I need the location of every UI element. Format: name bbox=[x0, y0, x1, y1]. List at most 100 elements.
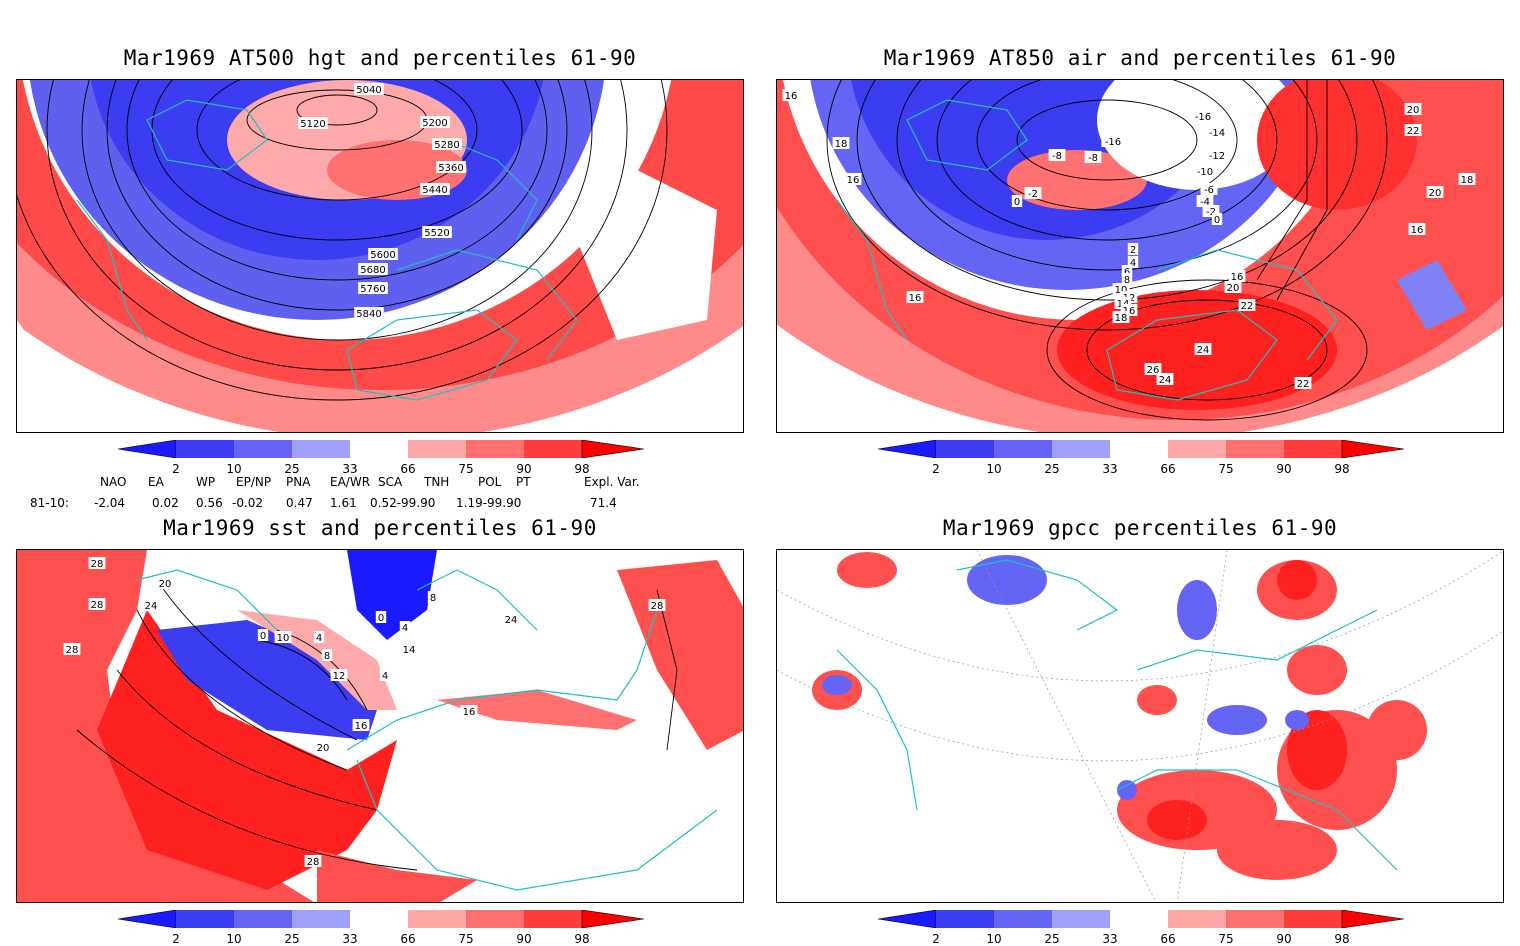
colorbar-tick-label: 75 bbox=[1218, 462, 1234, 476]
teleconnection-table: NAO EA WP EP/NP PNA EA/WR SCA TNH POL PT Expl. Var… bbox=[0, 475, 760, 515]
panel-title-at500: Mar1969 AT500 hgt and percentiles 61-90 bbox=[123, 46, 637, 70]
colorbar-tick-label: 2 bbox=[172, 932, 180, 946]
contour-label-bg bbox=[782, 89, 800, 101]
colorbar-tick-label: 98 bbox=[574, 932, 590, 946]
contour-label-bg bbox=[354, 307, 384, 319]
contour-label-bg bbox=[422, 226, 452, 238]
contour-label: -8 bbox=[1088, 153, 1098, 164]
map-at850-graphic: 161816-16-14-12-10-8-6-4-20-202468101214… bbox=[777, 80, 1503, 432]
teleconnection-header: PT bbox=[516, 475, 531, 489]
contour-label-bg bbox=[1426, 186, 1444, 198]
contour-label: -12 bbox=[1209, 151, 1225, 162]
contour-label: 5520 bbox=[424, 228, 449, 239]
contour-label: -16 bbox=[1105, 137, 1121, 148]
contour-label: 4 bbox=[316, 633, 322, 644]
teleconnection-value: 71.4 bbox=[590, 496, 617, 510]
contour-label-bg bbox=[1224, 281, 1242, 293]
teleconnection-value: -0.02 bbox=[232, 496, 264, 510]
colorbar-tick-label: 90 bbox=[1276, 462, 1292, 476]
contour-label: -6 bbox=[1204, 185, 1214, 196]
map-panel-at500: 5040 5120 5200 5280 5360 5440 5520 5600 5680 5760… bbox=[16, 79, 744, 433]
contour-label: 8 bbox=[430, 593, 436, 604]
teleconnection-value: 0.52-99.90 bbox=[370, 496, 436, 510]
teleconnection-value: -2.04 bbox=[94, 496, 126, 510]
contour-label: 4 bbox=[382, 671, 388, 682]
colorbar-swatch bbox=[1168, 440, 1226, 458]
contour-label-bg bbox=[354, 83, 384, 95]
colorbar-tick-label: 10 bbox=[226, 462, 242, 476]
contour-label-bg bbox=[1048, 149, 1066, 161]
colorbar-arrow-low bbox=[117, 909, 177, 929]
colorbar-tick-label: 75 bbox=[458, 932, 474, 946]
contour-label-bg bbox=[1144, 363, 1162, 375]
contour-label-bg bbox=[1404, 103, 1422, 115]
contour-label-bg bbox=[352, 719, 370, 731]
contour-label: 18 bbox=[1461, 175, 1474, 186]
colorbar-bottom-left: 2 10 25 33 66 75 90 98 bbox=[117, 909, 645, 946]
contour-label: 20 bbox=[1407, 105, 1420, 116]
colorbar-tick-label: 90 bbox=[516, 932, 532, 946]
contour-label: 5760 bbox=[360, 284, 385, 295]
contour-label-bg bbox=[1121, 265, 1133, 277]
colorbar-swatch bbox=[936, 440, 994, 458]
colorbar-top-right: 2 10 25 33 66 75 90 98 bbox=[877, 439, 1405, 476]
contour-label-bg bbox=[1194, 343, 1212, 355]
contour-label: 5680 bbox=[360, 265, 385, 276]
contour-label: 20 bbox=[1429, 188, 1442, 199]
colorbar-swatch bbox=[350, 910, 408, 928]
contour-label: 24 bbox=[1159, 375, 1172, 386]
contour-label-bg bbox=[400, 643, 418, 655]
contour-label: 5360 bbox=[438, 163, 463, 174]
contour-label-bg bbox=[1112, 311, 1130, 323]
contour-label-bg bbox=[1294, 377, 1312, 389]
teleconnection-header: SCA bbox=[378, 475, 403, 489]
contour-label: 22 bbox=[1407, 126, 1420, 137]
colorbar-swatch bbox=[1110, 440, 1168, 458]
map-panel-sst: 28 28 28 24 20 0 10 4 8 12 16 20 0 4 8 4 14 16 28 24 28 bbox=[16, 549, 744, 903]
contour-label: 16 bbox=[847, 175, 860, 186]
contour-label-bg bbox=[88, 557, 106, 569]
colorbar-tick-label: 66 bbox=[400, 932, 416, 946]
colorbar-tick-label: 98 bbox=[1334, 932, 1350, 946]
colorbar-tick-label: 33 bbox=[342, 462, 358, 476]
teleconnection-value: 1.19-99.90 bbox=[456, 496, 522, 510]
colorbar-swatch bbox=[1284, 910, 1342, 928]
colorbar-arrow-low bbox=[877, 909, 937, 929]
colorbar-swatch bbox=[524, 440, 582, 458]
contour-label: 22 bbox=[1241, 301, 1254, 312]
colorbar-arrow-high bbox=[581, 909, 645, 929]
teleconnection-value: 0.47 bbox=[286, 496, 313, 510]
teleconnection-header: Expl. Var. bbox=[584, 475, 640, 489]
colorbar-swatch bbox=[292, 440, 350, 458]
contour-label-bg bbox=[321, 649, 333, 661]
teleconnection-row-label: 81-10: bbox=[30, 496, 69, 510]
contour-label-bg bbox=[502, 613, 520, 625]
contour-label-bg bbox=[420, 183, 450, 195]
colorbar-tick-label: 75 bbox=[458, 462, 474, 476]
contour-label: 5840 bbox=[356, 309, 381, 320]
contour-label-bg bbox=[1458, 173, 1476, 185]
contour-label: 28 bbox=[91, 559, 104, 570]
contour-label: 28 bbox=[91, 600, 104, 611]
colorbar-bottom-right-graphic bbox=[877, 909, 1405, 929]
teleconnection-header: WP bbox=[196, 475, 216, 489]
contour-label-bg bbox=[436, 161, 466, 173]
teleconnection-header: TNH bbox=[424, 475, 450, 489]
contour-label-bg bbox=[1193, 165, 1217, 177]
contour-label-bg bbox=[420, 116, 450, 128]
teleconnection-header: EP/NP bbox=[236, 475, 272, 489]
colorbar-swatch bbox=[936, 910, 994, 928]
colorbar-tick-label: 75 bbox=[1218, 932, 1234, 946]
contour-label: 8 bbox=[1124, 275, 1130, 286]
contour-label: 28 bbox=[307, 857, 320, 868]
contour-label-bg bbox=[1121, 273, 1133, 285]
contour-label-bg bbox=[460, 705, 478, 717]
contour-label: -10 bbox=[1197, 167, 1213, 178]
colorbar-tick-label: 33 bbox=[342, 932, 358, 946]
contour-label: 18 bbox=[1115, 313, 1128, 324]
contour-label-bg bbox=[314, 741, 332, 753]
colorbar-tick-label: 66 bbox=[1160, 932, 1176, 946]
colorbar-tick-label: 66 bbox=[1160, 462, 1176, 476]
contour-label: 0 bbox=[260, 631, 266, 642]
contour-label-bg bbox=[1024, 187, 1042, 199]
